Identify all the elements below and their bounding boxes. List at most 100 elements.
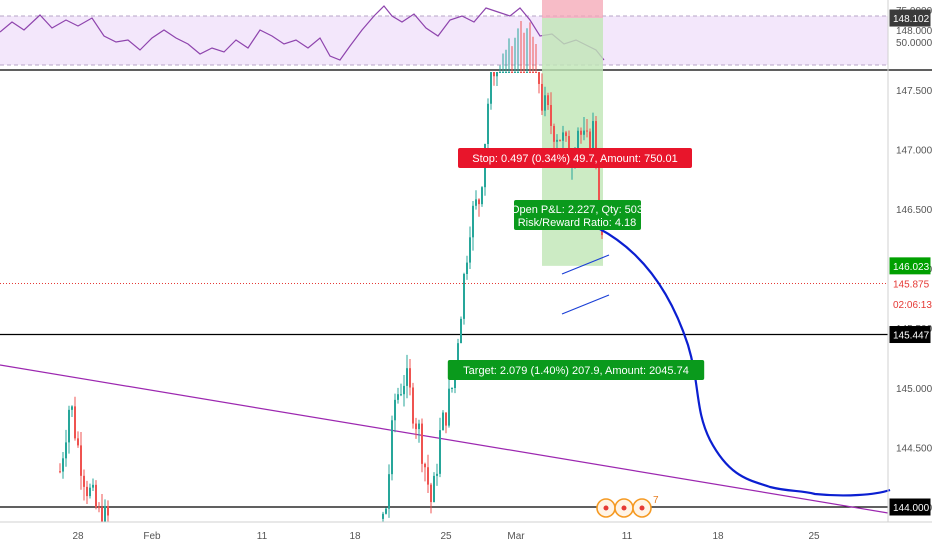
- rsi-tick-label: 50.0000: [896, 38, 932, 49]
- price-axis-label: 144.000: [889, 498, 931, 516]
- candle: [421, 418, 423, 473]
- candle: [526, 28, 528, 73]
- candle: [490, 72, 492, 110]
- candle: [505, 49, 507, 73]
- candle: [535, 43, 537, 73]
- candle: [460, 316, 462, 344]
- candle: [517, 28, 519, 73]
- stop-zone[interactable]: [542, 0, 603, 19]
- candle: [77, 431, 79, 448]
- price-axis-tick-label: 146.500: [896, 205, 932, 216]
- svg-text:Risk/Reward Ratio: 4.18: Risk/Reward Ratio: 4.18: [518, 217, 637, 229]
- candle: [463, 272, 465, 325]
- candle: [68, 405, 70, 454]
- svg-text:145.447: 145.447: [893, 331, 930, 342]
- candle: [565, 130, 567, 142]
- event-marker-count: 7: [653, 495, 659, 506]
- candle: [523, 32, 525, 73]
- candle: [394, 393, 396, 433]
- rsi-line: [0, 5, 605, 61]
- candle: [580, 127, 582, 144]
- candle: [481, 186, 483, 207]
- time-axis-tick-label: 28: [72, 531, 84, 542]
- candle: [532, 36, 534, 73]
- svg-text:146.023: 146.023: [893, 262, 930, 273]
- time-axis-tick-label: 18: [712, 531, 724, 542]
- candle: [496, 72, 498, 86]
- candle: [433, 472, 435, 503]
- candle: [445, 412, 447, 434]
- candle: [391, 415, 393, 481]
- price-panel: 7 Stop: 0.497 (0.34%) 49.7, Amount: 750.…: [0, 0, 891, 522]
- svg-text:148.102: 148.102: [893, 14, 930, 25]
- price-axis-label: 146.023: [889, 257, 931, 275]
- candle: [388, 464, 390, 518]
- price-axis-label: 148.102: [889, 9, 931, 27]
- time-axis-tick-label: 18: [349, 531, 361, 542]
- candle: [466, 255, 468, 280]
- candle: [62, 451, 64, 479]
- price-axis-tick-label: 148.000: [896, 26, 932, 37]
- candle: [382, 511, 384, 522]
- candle: [478, 198, 480, 217]
- svg-text:145.875: 145.875: [893, 280, 930, 291]
- candle: [71, 405, 73, 417]
- candle: [424, 462, 426, 482]
- price-axis-tick-label: 145.000: [896, 384, 932, 395]
- svg-text:Target: 2.079 (1.40%) 207.9, A: Target: 2.079 (1.40%) 207.9, Amount: 204…: [463, 365, 689, 377]
- candle: [499, 65, 501, 73]
- rsi-panel: 75.000050.0000: [0, 5, 932, 71]
- event-marker-icon[interactable]: [632, 498, 652, 518]
- candle: [406, 354, 408, 399]
- price-axis-label: 02:06:13: [889, 295, 932, 313]
- candle: [80, 431, 82, 490]
- candle: [92, 478, 94, 491]
- trendline[interactable]: [0, 364, 889, 514]
- forecast-curve[interactable]: [597, 227, 891, 497]
- candle: [541, 73, 543, 116]
- rsi-band: [0, 16, 888, 65]
- candle: [583, 116, 585, 141]
- candle: [559, 139, 561, 142]
- channel-upper-line[interactable]: [561, 254, 610, 275]
- candle: [104, 499, 106, 522]
- svg-text:02:06:13: 02:06:13: [893, 300, 932, 311]
- candle: [508, 38, 510, 73]
- event-marker-icon[interactable]: [614, 498, 634, 518]
- candle: [439, 417, 441, 478]
- candle: [544, 86, 546, 117]
- candle: [107, 500, 109, 522]
- price-axis-tick-label: 147.500: [896, 86, 932, 97]
- candle: [86, 480, 88, 504]
- candle: [586, 119, 588, 138]
- candle: [436, 463, 438, 486]
- candle: [89, 483, 91, 499]
- candle: [101, 494, 103, 522]
- candle: [493, 72, 495, 86]
- event-marker-icon[interactable]: [596, 498, 616, 518]
- svg-text:Open P&L: 2.227, Qty: 503: Open P&L: 2.227, Qty: 503: [511, 204, 643, 216]
- candle: [451, 387, 453, 393]
- candle: [412, 382, 414, 429]
- candle: [469, 226, 471, 270]
- candle: [538, 72, 540, 94]
- candle: [418, 419, 420, 443]
- candle: [553, 123, 555, 149]
- candle: [74, 396, 76, 441]
- candle: [83, 469, 85, 501]
- target-label[interactable]: Target: 2.079 (1.40%) 207.9, Amount: 204…: [447, 360, 705, 380]
- candle: [550, 92, 552, 135]
- time-axis-tick-label: 11: [622, 531, 633, 542]
- candle: [472, 200, 474, 251]
- price-axis-label: 145.875: [889, 275, 931, 292]
- stop-label[interactable]: Stop: 0.497 (0.34%) 49.7, Amount: 750.01: [458, 148, 692, 168]
- price-axis-tick-label: 147.000: [896, 145, 932, 156]
- price-axis-label: 145.447: [889, 326, 931, 344]
- candle: [415, 417, 417, 439]
- candle: [98, 502, 100, 513]
- candle: [487, 98, 489, 152]
- channel-lower-line[interactable]: [561, 294, 610, 315]
